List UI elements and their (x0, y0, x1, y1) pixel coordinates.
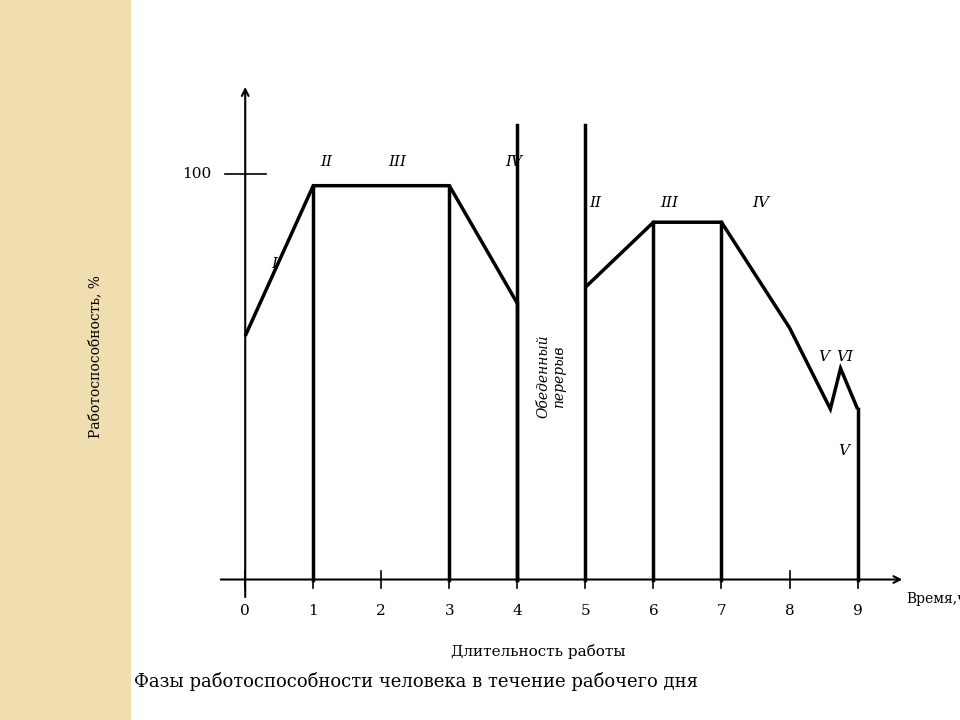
Text: V: V (818, 351, 829, 364)
Text: 3: 3 (444, 604, 454, 618)
Text: III: III (660, 196, 679, 210)
Text: II: II (588, 196, 601, 210)
Text: 9: 9 (852, 604, 862, 618)
Text: Длительность работы: Длительность работы (450, 644, 625, 660)
Text: Время,ч: Время,ч (906, 592, 960, 606)
Text: Работоспособность, %: Работоспособность, % (88, 275, 103, 438)
Text: 8: 8 (784, 604, 794, 618)
Text: 1: 1 (308, 604, 318, 618)
Text: 5: 5 (581, 604, 590, 618)
Text: IV: IV (752, 196, 769, 210)
Text: IV: IV (505, 156, 522, 169)
Text: VI: VI (836, 351, 852, 364)
Text: Фазы работоспособности человека в течение рабочего дня: Фазы работоспособности человека в течени… (134, 672, 698, 691)
Text: Обеденный
перерыв: Обеденный перерыв (537, 335, 566, 418)
Text: 7: 7 (717, 604, 727, 618)
Text: V: V (838, 444, 850, 458)
Text: 6: 6 (649, 604, 659, 618)
Text: I: I (271, 257, 277, 271)
Text: II: II (320, 156, 332, 169)
Text: 2: 2 (376, 604, 386, 618)
Text: III: III (388, 156, 406, 169)
Text: 4: 4 (513, 604, 522, 618)
Text: 0: 0 (240, 604, 251, 618)
Text: 100: 100 (182, 166, 211, 181)
